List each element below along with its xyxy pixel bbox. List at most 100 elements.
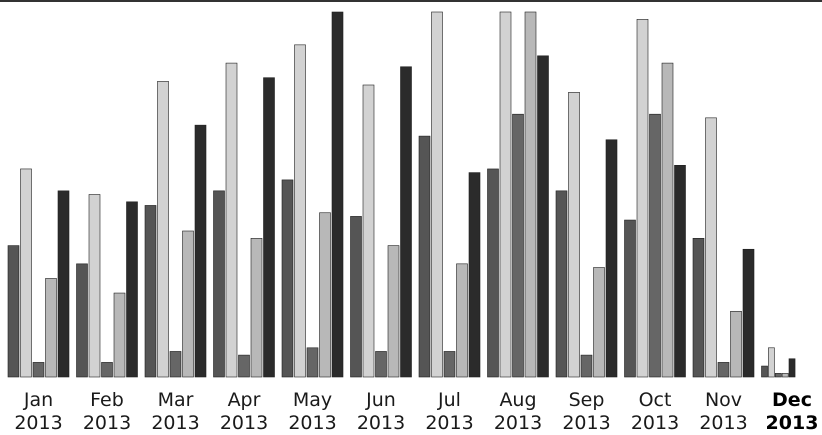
- bar-aug-s1: [487, 168, 499, 378]
- x-tick-month-jun: Jun: [365, 389, 396, 411]
- bar-oct-s3: [649, 113, 661, 378]
- bar-group-jan: [7, 168, 70, 378]
- x-tick-month-may: May: [293, 389, 332, 411]
- bar-group-jul: [418, 11, 481, 378]
- bar-group-nov: [692, 117, 755, 378]
- bar-feb-s5: [126, 201, 138, 378]
- bar-group-oct: [624, 18, 686, 378]
- x-tick-month-nov: Nov: [705, 389, 742, 411]
- bar-nov-s1: [692, 238, 705, 378]
- bar-apr-s2: [225, 62, 238, 378]
- bar-jun-s3: [375, 351, 387, 378]
- bar-mar-s2: [157, 81, 169, 378]
- bar-jul-s3: [443, 351, 456, 378]
- bar-nov-s3: [717, 362, 730, 378]
- bar-apr-s5: [263, 77, 275, 378]
- x-tick-month-jan: Jan: [23, 389, 53, 411]
- bar-jun-s1: [350, 216, 362, 378]
- bar-mar-s5: [194, 124, 207, 378]
- bar-jul-s5: [468, 172, 481, 378]
- bar-dec-s2: [768, 347, 775, 378]
- bar-aug-s4: [524, 11, 537, 378]
- bar-dec-s3: [774, 373, 782, 378]
- x-tick-month-sep: Sep: [569, 389, 605, 411]
- bar-feb-s2: [88, 194, 101, 378]
- bar-jul-s4: [456, 263, 468, 378]
- bar-apr-s4: [250, 238, 263, 378]
- bar-oct-s4: [661, 62, 674, 378]
- bar-group-aug: [487, 11, 549, 378]
- x-tick-month-mar: Mar: [158, 389, 194, 411]
- bar-nov-s4: [730, 310, 742, 378]
- bar-oct-s5: [674, 165, 686, 378]
- bar-dec-s4: [781, 373, 789, 378]
- bar-jan-s3: [32, 362, 45, 378]
- bar-group-sep: [555, 92, 618, 378]
- bar-aug-s5: [537, 55, 549, 378]
- bar-group-apr: [213, 62, 275, 378]
- x-tick-year-jun: 2013: [357, 412, 405, 434]
- bar-oct-s1: [624, 219, 636, 378]
- x-tick-year-oct: 2013: [631, 412, 679, 434]
- x-tick-year-may: 2013: [288, 412, 336, 434]
- bar-may-s5: [331, 11, 344, 378]
- x-tick-year-dec: 2013: [766, 412, 819, 434]
- bar-may-s1: [281, 179, 294, 378]
- bar-may-s3: [306, 347, 319, 378]
- bar-feb-s3: [101, 362, 113, 378]
- bar-jun-s2: [362, 84, 375, 378]
- bar-aug-s3: [512, 113, 524, 378]
- x-tick-year-jul: 2013: [425, 412, 473, 434]
- x-tick-year-nov: 2013: [699, 412, 747, 434]
- x-tick-year-apr: 2013: [220, 412, 268, 434]
- bar-sep-s2: [568, 92, 580, 378]
- bar-may-s2: [294, 44, 306, 378]
- x-tick-year-jan: 2013: [14, 412, 62, 434]
- bar-jun-s5: [400, 66, 412, 378]
- bar-mar-s4: [182, 230, 194, 378]
- bar-jan-s4: [45, 278, 57, 378]
- x-tick-month-dec: Dec: [772, 389, 812, 411]
- bar-jul-s1: [418, 135, 431, 378]
- bar-jun-s4: [387, 245, 400, 378]
- bars-layer: [7, 11, 796, 378]
- bar-group-may: [281, 11, 344, 378]
- x-axis-labels: Jan2013Feb2013Mar2013Apr2013May2013Jun20…: [14, 389, 818, 434]
- bar-group-jun: [350, 66, 412, 378]
- x-tick-month-aug: Aug: [499, 389, 536, 411]
- bar-group-dec: [761, 347, 796, 378]
- bar-sep-s3: [580, 354, 593, 378]
- x-tick-year-aug: 2013: [494, 412, 542, 434]
- bar-jul-s2: [431, 11, 443, 378]
- bar-dec-s5: [788, 358, 796, 378]
- bar-mar-s3: [169, 351, 182, 378]
- bar-feb-s1: [76, 263, 88, 378]
- x-tick-year-sep: 2013: [562, 412, 610, 434]
- bar-nov-s2: [705, 117, 717, 378]
- x-tick-month-feb: Feb: [90, 389, 124, 411]
- bar-jan-s5: [57, 190, 70, 378]
- bar-nov-s5: [742, 248, 755, 378]
- bar-oct-s2: [636, 18, 649, 378]
- bar-group-feb: [76, 194, 138, 378]
- x-tick-year-feb: 2013: [83, 412, 131, 434]
- bar-aug-s2: [499, 11, 512, 378]
- x-tick-month-oct: Oct: [639, 389, 672, 411]
- bar-may-s4: [319, 212, 331, 378]
- bar-dec-s1: [761, 365, 768, 378]
- bar-group-mar: [144, 81, 207, 378]
- x-tick-month-jul: Jul: [437, 389, 461, 411]
- bar-sep-s4: [593, 267, 605, 378]
- bar-feb-s4: [113, 292, 126, 378]
- bar-jan-s2: [20, 168, 32, 378]
- bar-apr-s1: [213, 190, 225, 378]
- bar-sep-s5: [605, 139, 618, 378]
- bar-jan-s1: [7, 245, 20, 378]
- x-tick-year-mar: 2013: [151, 412, 199, 434]
- bar-apr-s3: [238, 354, 250, 378]
- bar-mar-s1: [144, 205, 157, 378]
- bar-sep-s1: [555, 190, 568, 378]
- x-tick-month-apr: Apr: [228, 389, 261, 411]
